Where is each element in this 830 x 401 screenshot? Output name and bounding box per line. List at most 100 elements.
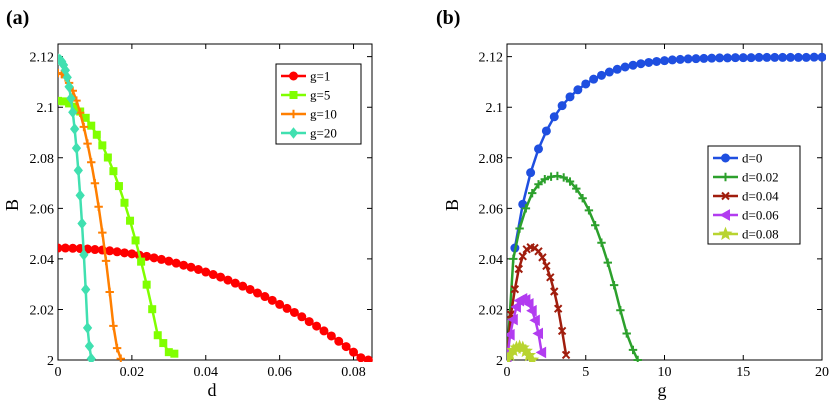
panel-b-data-point [559,173,568,182]
panel-a-data-point [90,179,100,188]
panel-b-data-point [510,301,521,313]
panel-a-series-line-g-1 [58,246,369,362]
panel-a-data-point [75,189,85,202]
panel-a-data-point [90,245,100,255]
panel-a-label: (a) [6,7,29,29]
panel-b-data-point [538,253,547,262]
panel-a-y-axis-label: B [2,199,22,211]
panel-a-data-point [60,243,70,253]
panel-b-legend-label: d=0.08 [742,227,779,242]
panel-a-data-point [114,182,123,191]
panel-b-y-axis-label: B [442,199,462,211]
panel-b-data-point [553,304,563,313]
panel-a-data-point [363,355,373,362]
panel-b-data-point [507,328,515,341]
panel-b-data-point [786,52,795,62]
panel-b-y-tick-label: 2.1 [486,101,504,116]
panel-a-data-point [87,121,96,130]
panel-b-data-point [528,188,537,198]
panel-b-data-point [509,254,518,264]
panel-a-data-point [252,288,262,298]
panel-b-data-point [793,52,803,62]
panel-a-x-tick-label: 0.06 [267,365,292,380]
panel-b-y-tick-label: 2.08 [479,152,504,167]
panel-a-y-tick-label: 2.1 [37,101,55,116]
panel-a-data-point [137,257,146,266]
panel-b-data-point [622,329,631,338]
panel-b-data-point [738,53,748,63]
panel-b-data-point [549,112,559,122]
panel-a-y-tick-label: 2.06 [30,202,55,217]
panel-a-data-point [116,354,125,362]
panel-a-y-tick-label: 2.12 [30,51,55,66]
panel-b-data-point [526,304,537,317]
panel-a-data-point [68,106,78,119]
panel-a-data-point [81,283,91,296]
panel-b-data-point [603,258,612,267]
panel-a-data-point [119,248,129,258]
panel-b-x-tick-label: 10 [658,365,672,380]
panel-b-data-point [762,52,772,62]
panel-b-legend-marker [721,172,730,182]
panel-a-axes-frame [57,43,373,361]
panel-b-data-point [550,287,559,296]
panel-b-x-tick-label: 0 [504,365,511,380]
panel-a-data-point [112,247,122,257]
panel-b-data-point [628,345,638,355]
panel-b-data-point [523,298,534,310]
panel-a-data-point [66,92,76,105]
panel-b-data-point [581,79,591,89]
panel-b-legend-marker [718,226,733,240]
panel-a-data-point [334,336,344,346]
panel-a-data-point [326,331,336,341]
panel-a-data-point [68,243,78,253]
panel-a-data-point [86,352,96,362]
panel-a-data-point [105,246,115,256]
panel-b-series-d-0-04 [507,243,571,362]
panel-a-data-point [230,278,240,288]
panel-a-data-point [171,258,181,268]
panel-a-data-point [64,80,74,93]
panel-a-legend-label: g=10 [310,107,337,122]
panel-a-data-point [58,243,63,253]
panel-a-data-point [223,275,233,285]
panel-a-y-tick-label: 2.08 [30,152,55,167]
panel-a-data-point [164,256,174,266]
panel-b-y-tick-label: 2.06 [479,202,504,217]
panel-b-label: (b) [436,7,460,29]
panel-a-y-tick-label: 2.04 [30,253,55,268]
panel-b-data-point [778,52,788,62]
panel-b-x-tick-label: 15 [736,365,750,380]
panel-a-data-point [149,253,159,263]
panel-b-y-tick-label: 2.12 [479,51,504,66]
panel-a-data-point [79,122,89,132]
panel-a-data-point [98,228,107,237]
panel-b-data-point [754,52,764,62]
panel-b-x-tick-label: 5 [582,365,589,380]
panel-b-data-point [699,53,709,63]
panel-a-x-tick-label: 0.04 [194,365,219,380]
panel-a-data-point [201,267,211,277]
panel-a-data-point [245,284,255,294]
panel-a-data-point [349,347,359,357]
panel-b-data-point [604,67,614,77]
panel-a-series-g-10 [58,68,125,362]
panel-a-data-point [208,270,218,280]
panel-a-x-axis-label: d [208,380,217,400]
panel-a-data-point [142,280,151,289]
panel-a-data-point [112,343,122,353]
panel-a-data-point [71,142,82,154]
panel-b-y-tick-label: 2.02 [479,303,504,318]
panel-b-legend-marker [721,153,730,163]
panel-a: (a) 0 0.02 0.04 0.06 0.08 2 2.02 2.04 2.06 2.08 2.… [2,7,373,400]
panel-b-data-point [683,54,693,64]
panel-a-data-point [216,272,226,282]
panel-a-data-point [92,130,101,139]
panel-a-legend-marker [289,71,298,81]
panel-b-data-point [535,346,547,359]
panel-a-data-point [75,108,85,117]
panel-b-data-point [514,264,524,274]
panel-b-data-point [809,52,819,62]
panel-b-data-point [546,273,555,282]
panel-b-data-point [561,350,571,360]
